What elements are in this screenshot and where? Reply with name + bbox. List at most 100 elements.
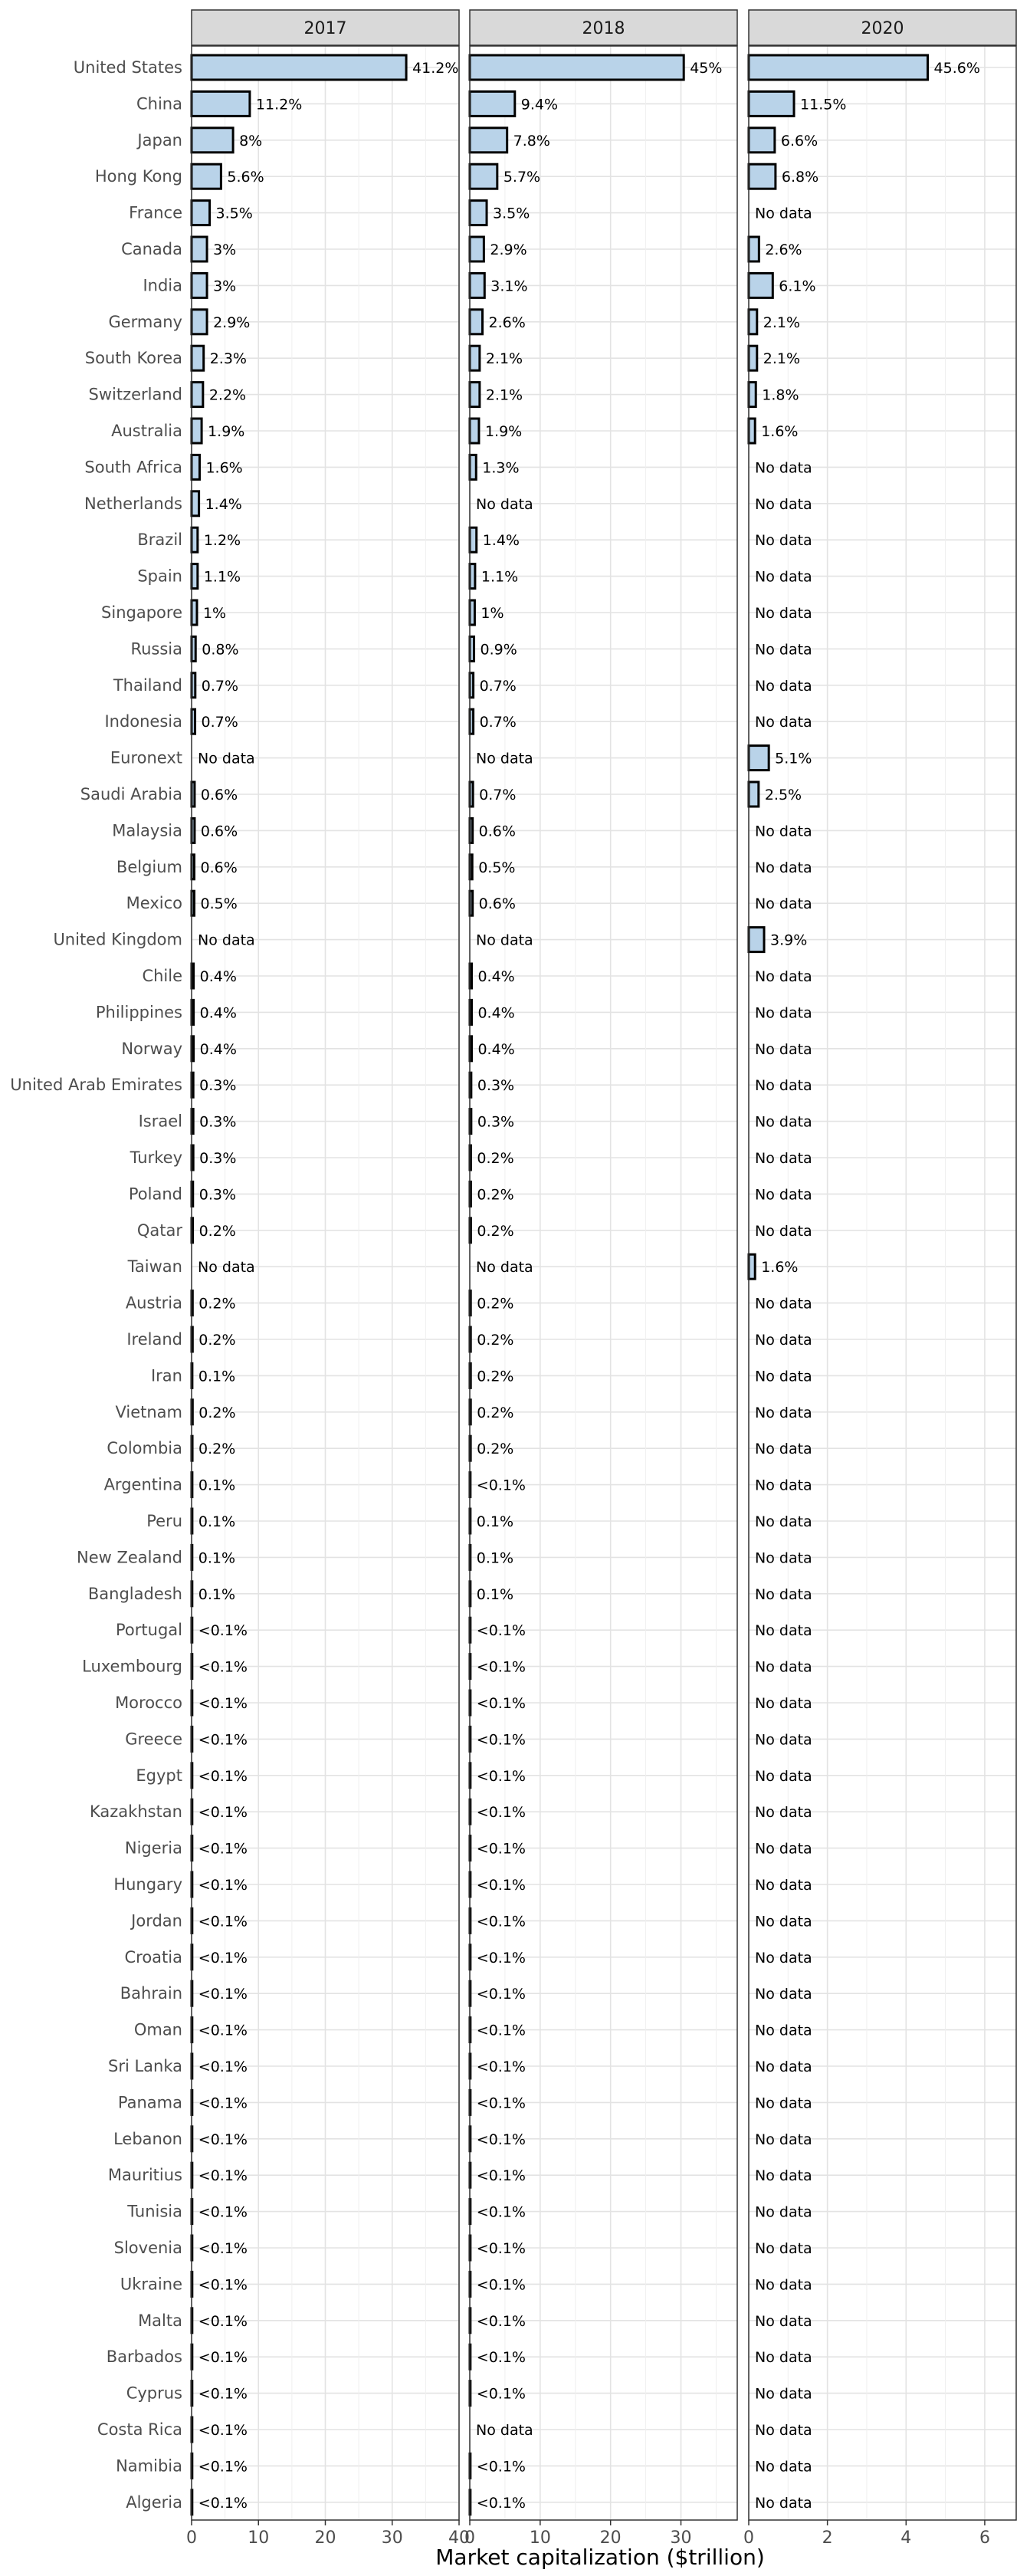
country-label: Colombia — [107, 1439, 182, 1457]
country-label: Mauritius — [108, 2166, 182, 2184]
value-label: <0.1% — [477, 1659, 526, 1676]
panel-strip — [469, 9, 738, 46]
value-label: <0.1% — [477, 2240, 526, 2257]
value-label: 0.2% — [477, 1186, 513, 1203]
value-label: No data — [755, 859, 812, 876]
x-axis-title: Market capitalization ($trillion) — [435, 2545, 765, 2570]
value-label: <0.1% — [198, 2131, 248, 2148]
panel-strip-label: 2018 — [582, 19, 625, 38]
value-label: 8% — [239, 133, 262, 150]
country-label: Indonesia — [104, 712, 182, 731]
value-label: 45.6% — [934, 60, 980, 77]
value-label: 0.3% — [199, 1077, 236, 1094]
value-label: <0.1% — [198, 2204, 248, 2221]
x-tick-label: 2 — [822, 2528, 833, 2548]
bar — [190, 635, 197, 662]
value-label: No data — [198, 932, 255, 949]
value-label: No data — [755, 1549, 812, 1566]
value-label: No data — [755, 2095, 812, 2111]
country-labels-layer: United States China Japan Hong Kong France Ca… — [10, 58, 182, 2512]
country-label: Greece — [125, 1730, 182, 1748]
country-label: Qatar — [137, 1221, 183, 1240]
value-label: No data — [198, 751, 255, 767]
value-label: 0.7% — [202, 714, 238, 731]
country-label: Malaysia — [112, 821, 182, 840]
value-label: <0.1% — [198, 1877, 248, 1894]
country-label: Turkey — [130, 1148, 182, 1167]
panel-2017: 2017 41.2% 11.2% 8% 5.6% 3.5% 3% 3% 2.9% 2.3% 2.2%… — [186, 9, 470, 2548]
bar — [190, 490, 201, 518]
value-label: 6.8% — [782, 169, 818, 186]
country-label: Poland — [129, 1184, 182, 1203]
bar — [747, 780, 760, 808]
value-label: 2.9% — [490, 242, 526, 258]
bar — [747, 127, 776, 154]
bar — [747, 308, 759, 336]
panel-2018: 2018 45% 9.4% 7.8% 5.7% 3.5% 2.9% 3.1% 2.6% 2.1% 2… — [464, 9, 738, 2548]
x-tick-label: 10 — [530, 2528, 551, 2548]
value-label: <0.1% — [477, 2458, 526, 2475]
value-label: <0.1% — [198, 1768, 248, 1785]
value-label: No data — [755, 2131, 812, 2148]
country-label: Saudi Arabia — [80, 785, 182, 803]
country-label: Australia — [111, 422, 182, 440]
value-label: 1.2% — [204, 532, 241, 549]
panel-strip — [748, 9, 1017, 46]
bar — [468, 344, 481, 372]
value-label: No data — [755, 823, 812, 840]
bar — [190, 127, 235, 154]
value-label: <0.1% — [477, 1477, 526, 1494]
value-label: 2.1% — [486, 350, 523, 367]
bar — [468, 381, 481, 409]
value-label: 0.1% — [477, 1549, 513, 1566]
value-label: 0.6% — [201, 823, 238, 840]
country-label: Bangladesh — [88, 1585, 182, 1603]
value-label: 0.1% — [198, 1368, 235, 1385]
x-tick-label: 30 — [671, 2528, 692, 2548]
bar — [747, 54, 930, 81]
value-label: 3% — [213, 278, 236, 294]
value-label: 7.8% — [513, 133, 550, 150]
value-label: 0.1% — [198, 1549, 235, 1566]
value-label: 2.2% — [209, 387, 246, 404]
country-label: Panama — [118, 2093, 182, 2111]
value-label: 6.1% — [779, 278, 815, 294]
bar — [468, 163, 499, 190]
country-label: United Arab Emirates — [10, 1076, 182, 1094]
x-tick-label: 20 — [600, 2528, 622, 2548]
x-tick-label: 10 — [248, 2528, 269, 2548]
country-label: Jordan — [130, 1911, 182, 1930]
value-label: No data — [755, 459, 812, 476]
value-label: 0.6% — [479, 895, 516, 912]
value-label: <0.1% — [198, 2240, 248, 2257]
bar — [468, 54, 685, 81]
value-label: <0.1% — [198, 1913, 248, 1930]
value-label: No data — [755, 569, 812, 586]
country-label: Chile — [142, 967, 182, 985]
value-label: No data — [755, 1405, 812, 1421]
value-label: 11.5% — [800, 96, 846, 113]
x-tick-label: 0 — [186, 2528, 197, 2548]
bar — [190, 344, 205, 372]
value-label: 0.3% — [199, 1186, 236, 1203]
value-label: <0.1% — [198, 1731, 248, 1748]
value-label: 0.7% — [480, 678, 517, 695]
value-label: <0.1% — [198, 1804, 248, 1821]
value-label: No data — [755, 641, 812, 658]
value-label: <0.1% — [198, 2167, 248, 2184]
bar — [747, 1253, 756, 1280]
value-label: No data — [755, 1477, 812, 1494]
value-label: No data — [755, 1368, 812, 1385]
bar — [190, 526, 199, 554]
value-label: <0.1% — [198, 2022, 248, 2039]
country-label: Algeria — [126, 2493, 182, 2512]
value-label: No data — [755, 2204, 812, 2221]
bar — [468, 235, 485, 263]
value-label: 3.1% — [490, 278, 527, 294]
value-label: No data — [755, 2458, 812, 2475]
country-label: South Korea — [85, 349, 182, 367]
country-label: Japan — [136, 131, 182, 150]
country-label: China — [136, 94, 182, 113]
value-label: 0.4% — [200, 968, 237, 985]
bar — [468, 526, 478, 554]
